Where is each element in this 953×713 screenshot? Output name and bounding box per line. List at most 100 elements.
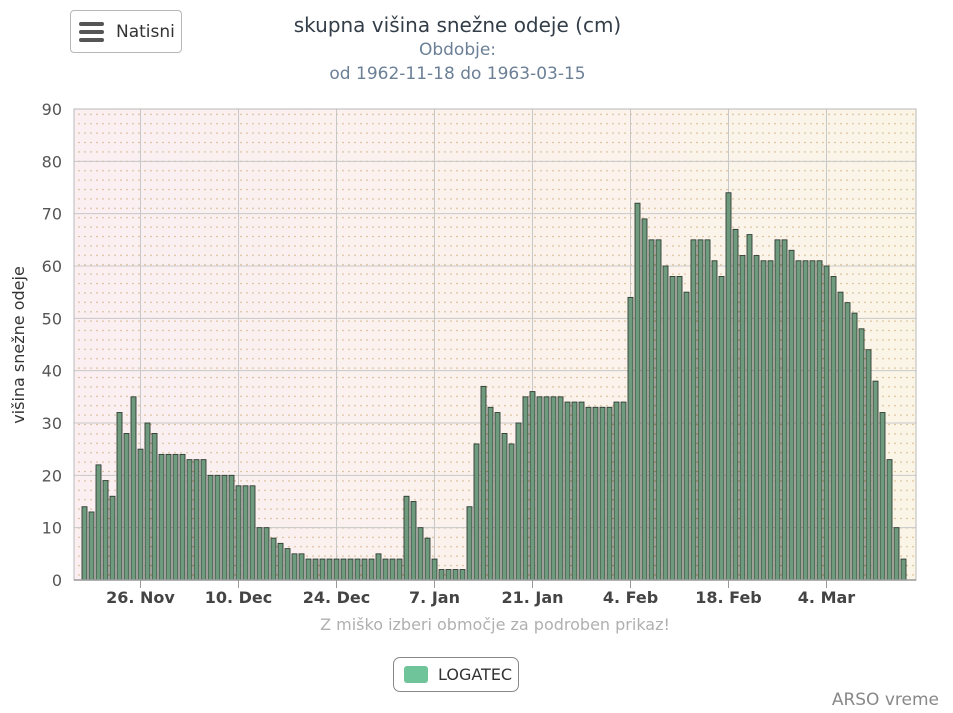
- bar[interactable]: [690, 239, 697, 581]
- bar[interactable]: [214, 474, 221, 581]
- bar[interactable]: [753, 255, 760, 581]
- bar[interactable]: [228, 474, 235, 581]
- bar[interactable]: [270, 537, 277, 581]
- bar[interactable]: [487, 406, 494, 581]
- bar[interactable]: [620, 401, 627, 581]
- bar[interactable]: [872, 380, 879, 581]
- bar[interactable]: [151, 433, 158, 581]
- bar[interactable]: [235, 485, 242, 581]
- credits-link[interactable]: ARSO vreme: [831, 690, 939, 710]
- bar[interactable]: [837, 291, 844, 581]
- bar[interactable]: [95, 464, 102, 581]
- bar[interactable]: [844, 302, 851, 581]
- bar[interactable]: [116, 412, 123, 581]
- bar[interactable]: [452, 569, 459, 581]
- bar[interactable]: [781, 239, 788, 581]
- bar[interactable]: [305, 558, 312, 581]
- bar[interactable]: [431, 558, 438, 581]
- bar[interactable]: [900, 558, 907, 581]
- bar[interactable]: [893, 527, 900, 581]
- bar[interactable]: [123, 433, 130, 581]
- bar[interactable]: [340, 558, 347, 581]
- bar[interactable]: [333, 558, 340, 581]
- bar[interactable]: [508, 443, 515, 581]
- bar[interactable]: [312, 558, 319, 581]
- bar[interactable]: [396, 558, 403, 581]
- bar[interactable]: [424, 537, 431, 581]
- bar[interactable]: [809, 260, 816, 581]
- bar[interactable]: [697, 239, 704, 581]
- bar[interactable]: [459, 569, 466, 581]
- bar[interactable]: [886, 459, 893, 581]
- bar[interactable]: [543, 396, 550, 581]
- bar[interactable]: [641, 218, 648, 581]
- bar[interactable]: [851, 312, 858, 581]
- bar[interactable]: [410, 501, 417, 581]
- bar[interactable]: [557, 396, 564, 581]
- bar[interactable]: [326, 558, 333, 581]
- bar[interactable]: [368, 558, 375, 581]
- bar[interactable]: [550, 396, 557, 581]
- bar[interactable]: [774, 239, 781, 581]
- bar[interactable]: [606, 406, 613, 581]
- bar[interactable]: [683, 291, 690, 581]
- bar[interactable]: [739, 255, 746, 581]
- bar[interactable]: [242, 485, 249, 581]
- bar[interactable]: [655, 239, 662, 581]
- bar[interactable]: [277, 542, 284, 581]
- bar[interactable]: [445, 569, 452, 581]
- bar[interactable]: [263, 527, 270, 581]
- bar[interactable]: [221, 474, 228, 581]
- bar[interactable]: [291, 553, 298, 581]
- bar[interactable]: [578, 401, 585, 581]
- bar[interactable]: [81, 506, 88, 581]
- bar[interactable]: [704, 239, 711, 581]
- bar[interactable]: [158, 453, 165, 581]
- bar[interactable]: [249, 485, 256, 581]
- bar[interactable]: [298, 553, 305, 581]
- bar[interactable]: [354, 558, 361, 581]
- bar[interactable]: [130, 396, 137, 581]
- bar[interactable]: [186, 459, 193, 581]
- bar[interactable]: [193, 459, 200, 581]
- bar[interactable]: [389, 558, 396, 581]
- bar[interactable]: [627, 296, 634, 581]
- bar[interactable]: [438, 569, 445, 581]
- bar[interactable]: [823, 265, 830, 581]
- bar[interactable]: [109, 495, 116, 581]
- bar[interactable]: [515, 422, 522, 581]
- bar[interactable]: [760, 260, 767, 581]
- bar[interactable]: [207, 474, 214, 581]
- bar[interactable]: [361, 558, 368, 581]
- bar[interactable]: [767, 260, 774, 581]
- bar[interactable]: [88, 511, 95, 581]
- bar[interactable]: [571, 401, 578, 581]
- bar[interactable]: [669, 276, 676, 581]
- bar[interactable]: [382, 558, 389, 581]
- bar[interactable]: [725, 192, 732, 581]
- bar[interactable]: [795, 260, 802, 581]
- bar[interactable]: [102, 480, 109, 581]
- bar[interactable]: [564, 401, 571, 581]
- bar[interactable]: [536, 396, 543, 581]
- bar[interactable]: [662, 265, 669, 581]
- bar[interactable]: [473, 443, 480, 581]
- bar[interactable]: [788, 249, 795, 581]
- bar[interactable]: [179, 453, 186, 581]
- bar[interactable]: [865, 349, 872, 581]
- bar[interactable]: [256, 527, 263, 581]
- bar[interactable]: [284, 548, 291, 581]
- bar[interactable]: [732, 228, 739, 581]
- bar[interactable]: [613, 401, 620, 581]
- bar[interactable]: [711, 260, 718, 581]
- bar[interactable]: [529, 391, 536, 581]
- bar[interactable]: [347, 558, 354, 581]
- bar[interactable]: [403, 495, 410, 581]
- bar[interactable]: [137, 448, 144, 581]
- bar[interactable]: [676, 276, 683, 581]
- bar[interactable]: [592, 406, 599, 581]
- bar[interactable]: [375, 553, 382, 581]
- bar[interactable]: [172, 453, 179, 581]
- bar[interactable]: [494, 412, 501, 581]
- bar[interactable]: [522, 396, 529, 581]
